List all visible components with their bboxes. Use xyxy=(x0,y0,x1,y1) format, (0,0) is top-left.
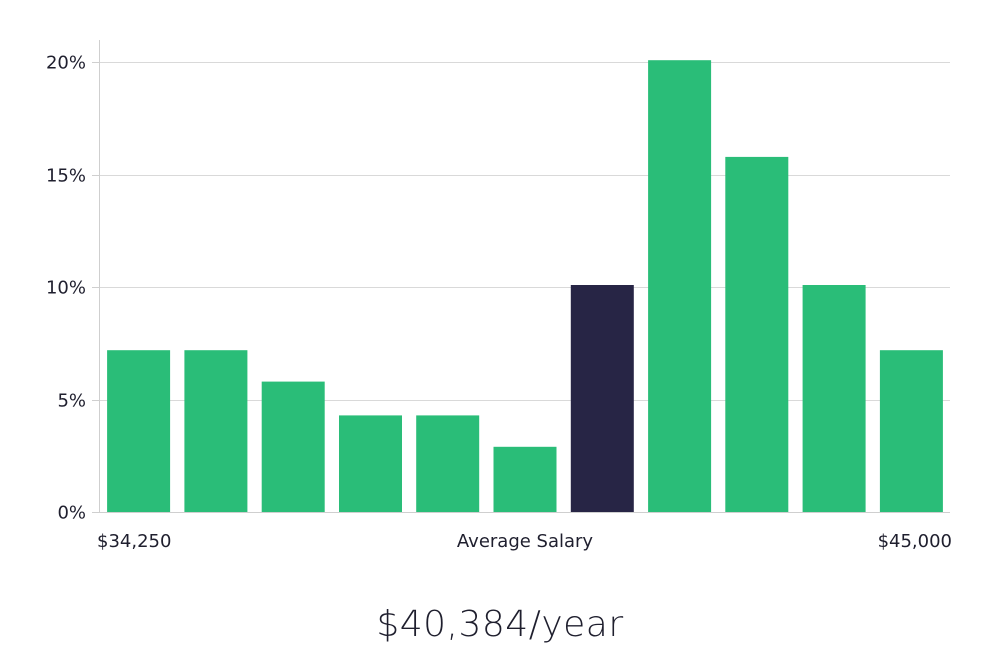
bar xyxy=(879,350,943,512)
bar-highlighted xyxy=(570,285,634,512)
bar xyxy=(493,446,557,512)
bar xyxy=(725,156,789,512)
y-tick-label: 10% xyxy=(46,278,86,299)
bar xyxy=(184,350,248,512)
salary-distribution-chart: 0% 5% 10% 15% 20% $34,250 Average Salary $45… xyxy=(46,40,952,552)
x-max-label: $45,000 xyxy=(878,531,952,552)
y-tick-label: 15% xyxy=(46,166,86,187)
x-center-label: Average Salary xyxy=(457,531,594,552)
y-tick-label: 20% xyxy=(46,53,86,74)
bar xyxy=(107,350,171,512)
y-tick-label: 0% xyxy=(57,503,86,524)
bar xyxy=(648,60,712,512)
average-salary-value: $40,384/year xyxy=(376,604,624,645)
bar xyxy=(802,285,866,512)
axis-layer xyxy=(99,40,950,513)
y-tick-label: 5% xyxy=(57,391,86,412)
bar xyxy=(339,415,402,512)
bar-layer xyxy=(107,60,943,512)
bar xyxy=(416,415,480,512)
bar xyxy=(261,381,325,512)
y-tick-labels: 0% 5% 10% 15% 20% xyxy=(46,53,100,524)
x-labels: $34,250 Average Salary $45,000 xyxy=(97,531,952,552)
x-min-label: $34,250 xyxy=(97,531,171,552)
